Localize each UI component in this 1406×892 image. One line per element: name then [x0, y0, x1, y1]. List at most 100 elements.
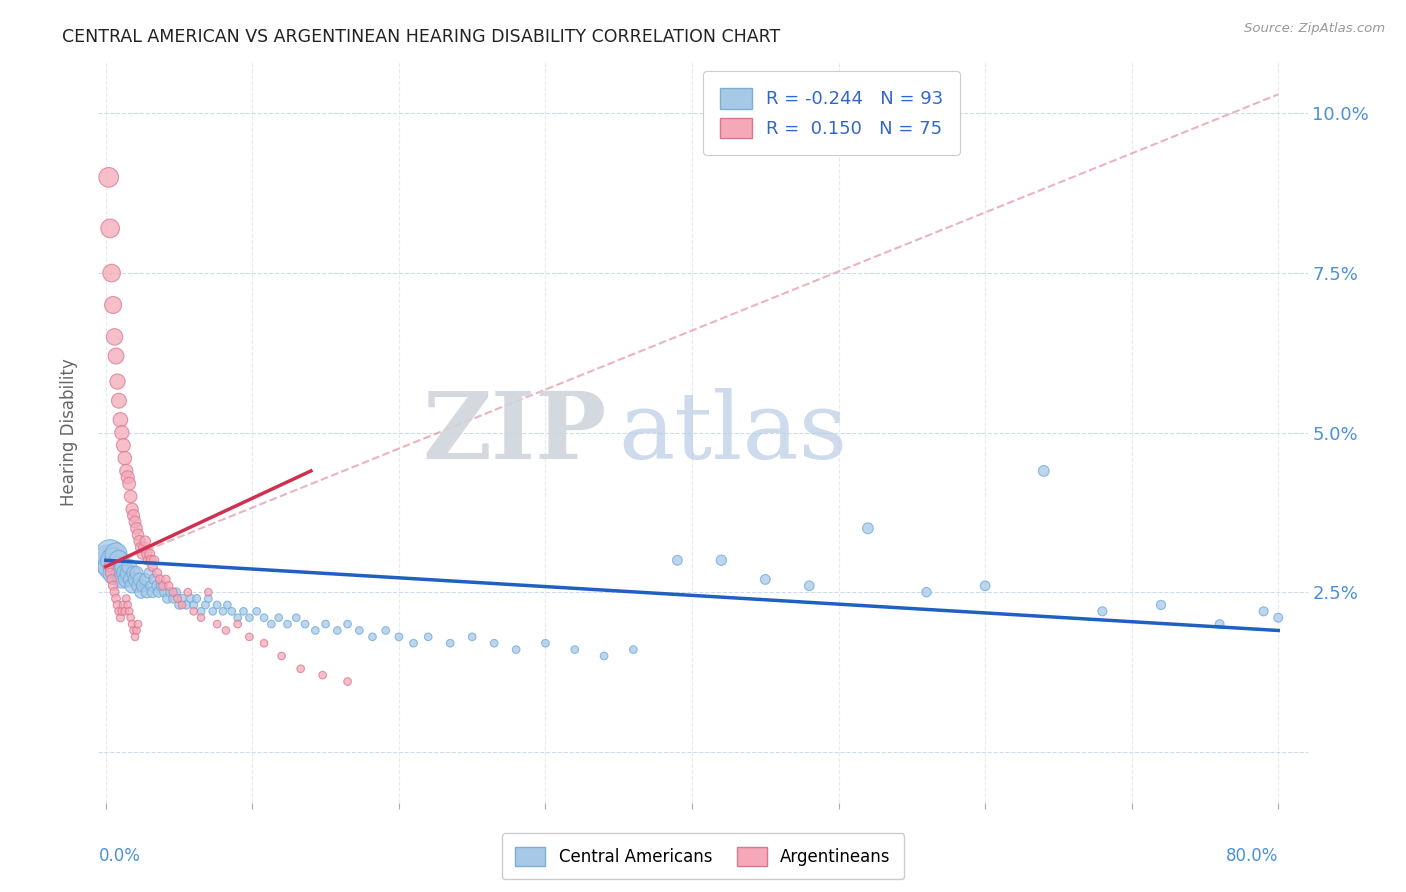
Point [127, 617, 149, 632]
Point [915, 585, 938, 599]
Point [177, 585, 200, 599]
Point [135, 585, 157, 599]
Point [105, 349, 128, 363]
Point [128, 573, 150, 587]
Point [170, 598, 193, 612]
Point [1267, 610, 1289, 624]
Point [232, 604, 254, 618]
Point [238, 630, 260, 644]
Point [165, 585, 187, 599]
Point [311, 668, 333, 682]
Point [143, 553, 166, 567]
Point [326, 624, 349, 638]
Point [157, 579, 180, 593]
Point [152, 579, 174, 593]
Point [118, 559, 141, 574]
Point [461, 630, 484, 644]
Point [141, 579, 163, 593]
Point [593, 648, 616, 663]
Point [1032, 464, 1054, 478]
Point [143, 573, 166, 587]
Point [564, 642, 586, 657]
Point [100, 573, 122, 587]
Point [111, 604, 134, 618]
Point [108, 604, 131, 618]
Point [267, 610, 290, 624]
Point [112, 438, 135, 452]
Point [290, 662, 312, 676]
Point [183, 598, 205, 612]
Text: 0.0%: 0.0% [98, 847, 141, 865]
Point [129, 541, 152, 555]
Point [183, 604, 205, 618]
Point [146, 566, 169, 580]
Point [127, 579, 149, 593]
Point [1253, 604, 1275, 618]
Point [114, 604, 136, 618]
Point [124, 573, 146, 587]
Point [336, 617, 359, 632]
Point [128, 534, 150, 549]
Point [118, 604, 141, 618]
Point [294, 617, 316, 632]
Point [105, 591, 128, 606]
Point [167, 598, 190, 612]
Point [205, 617, 228, 632]
Point [155, 573, 177, 587]
Point [754, 573, 776, 587]
Point [105, 547, 128, 561]
Point [101, 579, 124, 593]
Point [304, 624, 326, 638]
Point [134, 534, 156, 549]
Point [974, 579, 997, 593]
Point [197, 585, 219, 599]
Point [141, 553, 163, 567]
Point [120, 490, 142, 504]
Point [439, 636, 461, 650]
Point [98, 547, 121, 561]
Point [97, 170, 120, 185]
Point [482, 636, 505, 650]
Point [135, 547, 157, 561]
Point [129, 585, 152, 599]
Point [142, 559, 165, 574]
Point [201, 604, 224, 618]
Point [221, 604, 243, 618]
Text: Source: ZipAtlas.com: Source: ZipAtlas.com [1244, 22, 1385, 36]
Point [107, 559, 129, 574]
Point [121, 579, 143, 593]
Point [170, 591, 193, 606]
Point [217, 598, 239, 612]
Point [238, 610, 260, 624]
Point [110, 413, 132, 427]
Point [253, 610, 276, 624]
Point [361, 630, 384, 644]
Point [226, 617, 249, 632]
Point [1091, 604, 1114, 618]
Point [246, 604, 269, 618]
Point [118, 476, 141, 491]
Point [212, 604, 235, 618]
Point [131, 547, 153, 561]
Point [388, 630, 411, 644]
Point [260, 617, 283, 632]
Point [190, 610, 212, 624]
Point [176, 598, 198, 612]
Point [1208, 617, 1230, 632]
Point [1150, 598, 1173, 612]
Point [100, 266, 122, 280]
Point [98, 566, 121, 580]
Point [534, 636, 557, 650]
Point [125, 521, 148, 535]
Point [162, 591, 184, 606]
Point [121, 617, 143, 632]
Point [111, 573, 134, 587]
Point [159, 585, 181, 599]
Point [374, 624, 396, 638]
Point [115, 573, 138, 587]
Point [197, 591, 219, 606]
Point [315, 617, 337, 632]
Point [285, 610, 308, 624]
Point [122, 566, 145, 580]
Point [108, 553, 131, 567]
